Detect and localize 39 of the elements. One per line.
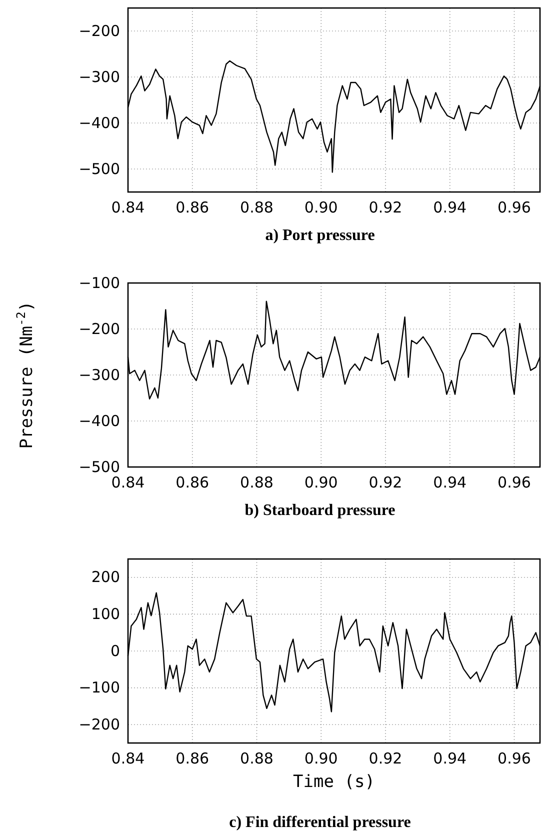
y-tick-label: −200	[78, 22, 120, 40]
y-tick-label: −100	[78, 274, 120, 292]
x-tick-label: 0.84	[111, 198, 145, 217]
x-tick-label: 0.88	[240, 750, 274, 768]
y-tick-label: −200	[78, 320, 120, 338]
x-axis-title: Time (s)	[293, 772, 375, 792]
y-tick-label: 100	[91, 605, 120, 623]
y-tick-label: −300	[78, 68, 120, 86]
x-tick-label: 0.94	[433, 198, 467, 217]
y-tick-label: −500	[78, 458, 120, 476]
x-tick-label: 0.86	[176, 198, 210, 217]
x-tick-label: 0.88	[240, 198, 274, 217]
x-tick-label: 0.94	[433, 750, 467, 768]
x-tick-label: 0.96	[498, 474, 531, 492]
x-tick-label: 0.92	[368, 474, 402, 492]
y-tick-label: −500	[78, 160, 120, 178]
text: a) Port pressure	[265, 227, 375, 244]
x-tick-label: 0.84	[111, 474, 145, 492]
x-tick-label: 0.90	[304, 750, 338, 768]
y-tick-label: −100	[78, 678, 120, 697]
x-tick-label: 0.84	[111, 750, 145, 768]
x-tick-label: 0.90	[304, 474, 338, 492]
x-tick-label: 0.86	[176, 474, 210, 492]
x-tick-label: 0.96	[498, 198, 531, 217]
y-tick-label: −400	[78, 114, 120, 132]
x-tick-label: 0.92	[368, 198, 402, 217]
y-tick-label: 200	[91, 568, 120, 586]
y-tick-label: 0	[110, 642, 120, 660]
y-tick-label: −400	[78, 412, 120, 430]
x-tick-label: 0.94	[433, 474, 467, 492]
x-tick-label: 0.86	[176, 750, 210, 768]
y-tick-label: −300	[78, 366, 120, 384]
x-tick-label: 0.88	[240, 474, 274, 492]
x-tick-label: 0.96	[498, 750, 531, 768]
x-tick-label: 0.92	[368, 750, 402, 768]
text: b) Starboard pressure	[244, 502, 396, 519]
y-tick-label: −200	[78, 715, 120, 734]
x-tick-label: 0.90	[304, 198, 338, 217]
text: c) Fin differential pressure	[229, 814, 411, 831]
